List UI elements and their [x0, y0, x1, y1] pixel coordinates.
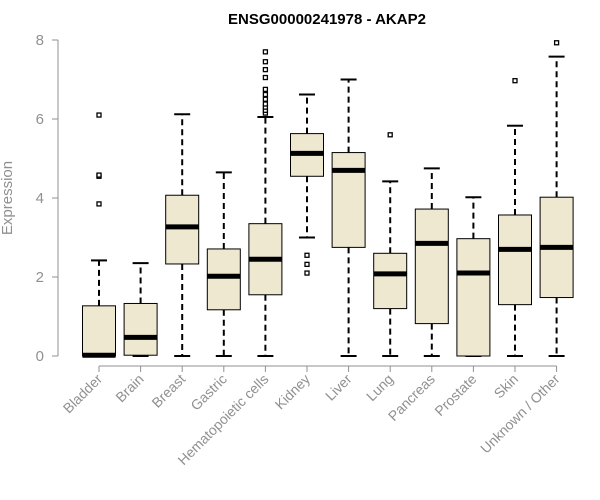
x-tick-label: Skin: [491, 371, 522, 402]
x-tick-label: Bladder: [60, 371, 106, 417]
box-bladder: [82, 112, 116, 358]
outlier-point: [262, 49, 269, 55]
y-tick-label: 8: [36, 32, 44, 49]
box-rect: [82, 305, 116, 357]
box-series: [82, 40, 574, 358]
outlier-point: [96, 112, 102, 118]
outlier-point: [387, 132, 393, 138]
chart-title: ENSG00000241978 - AKAP2: [228, 11, 426, 28]
outlier-point: [304, 270, 310, 276]
box-rect: [456, 238, 491, 357]
box-rect: [123, 302, 158, 356]
box-lung: [373, 132, 408, 357]
y-axis-label: Expression: [0, 161, 16, 235]
y-tick-label: 2: [36, 269, 44, 286]
box-liver: [331, 78, 366, 357]
box-kidney: [290, 93, 324, 276]
box-rect: [373, 252, 408, 310]
outlier-point: [304, 252, 310, 258]
outlier-point: [512, 78, 518, 84]
box-rect: [206, 248, 241, 311]
box-breast: [165, 113, 200, 357]
x-tick-label: Breast: [148, 371, 188, 411]
box-unknown-other: [539, 40, 574, 357]
x-tick-label: Brain: [112, 371, 146, 405]
outlier-point: [262, 91, 269, 98]
box-gastric: [206, 171, 241, 357]
x-tick-label: Liver: [322, 371, 355, 404]
box-pancreas: [414, 167, 449, 357]
box-hematopoietic-cells: [248, 49, 283, 357]
outlier-point: [262, 101, 269, 107]
outlier-point: [262, 59, 269, 65]
outlier-point: [262, 86, 269, 93]
y-tick-label: 0: [36, 348, 44, 365]
box-skin: [498, 78, 532, 357]
x-tick-label: Prostate: [431, 371, 479, 419]
x-tick-label: Kidney: [272, 371, 314, 413]
outlier-point: [262, 96, 269, 102]
box-rect: [414, 208, 449, 325]
outlier-point: [262, 74, 269, 81]
y-tick-label: 4: [36, 190, 44, 207]
outlier-point: [553, 40, 560, 46]
y-axis: 0 2 4 6 8: [36, 32, 59, 365]
y-tick-label: 6: [36, 111, 44, 128]
box-brain: [123, 262, 158, 357]
outlier-point: [262, 66, 269, 73]
box-rect: [331, 152, 366, 248]
box-rect: [498, 214, 532, 306]
box-prostate: [456, 196, 491, 357]
outlier-point: [96, 201, 102, 207]
x-tick-label: Lung: [363, 371, 396, 404]
box-rect: [165, 194, 200, 265]
x-tick-label: Unknown / Other: [477, 371, 563, 457]
outlier-point: [96, 172, 102, 178]
outlier-point: [304, 261, 310, 268]
